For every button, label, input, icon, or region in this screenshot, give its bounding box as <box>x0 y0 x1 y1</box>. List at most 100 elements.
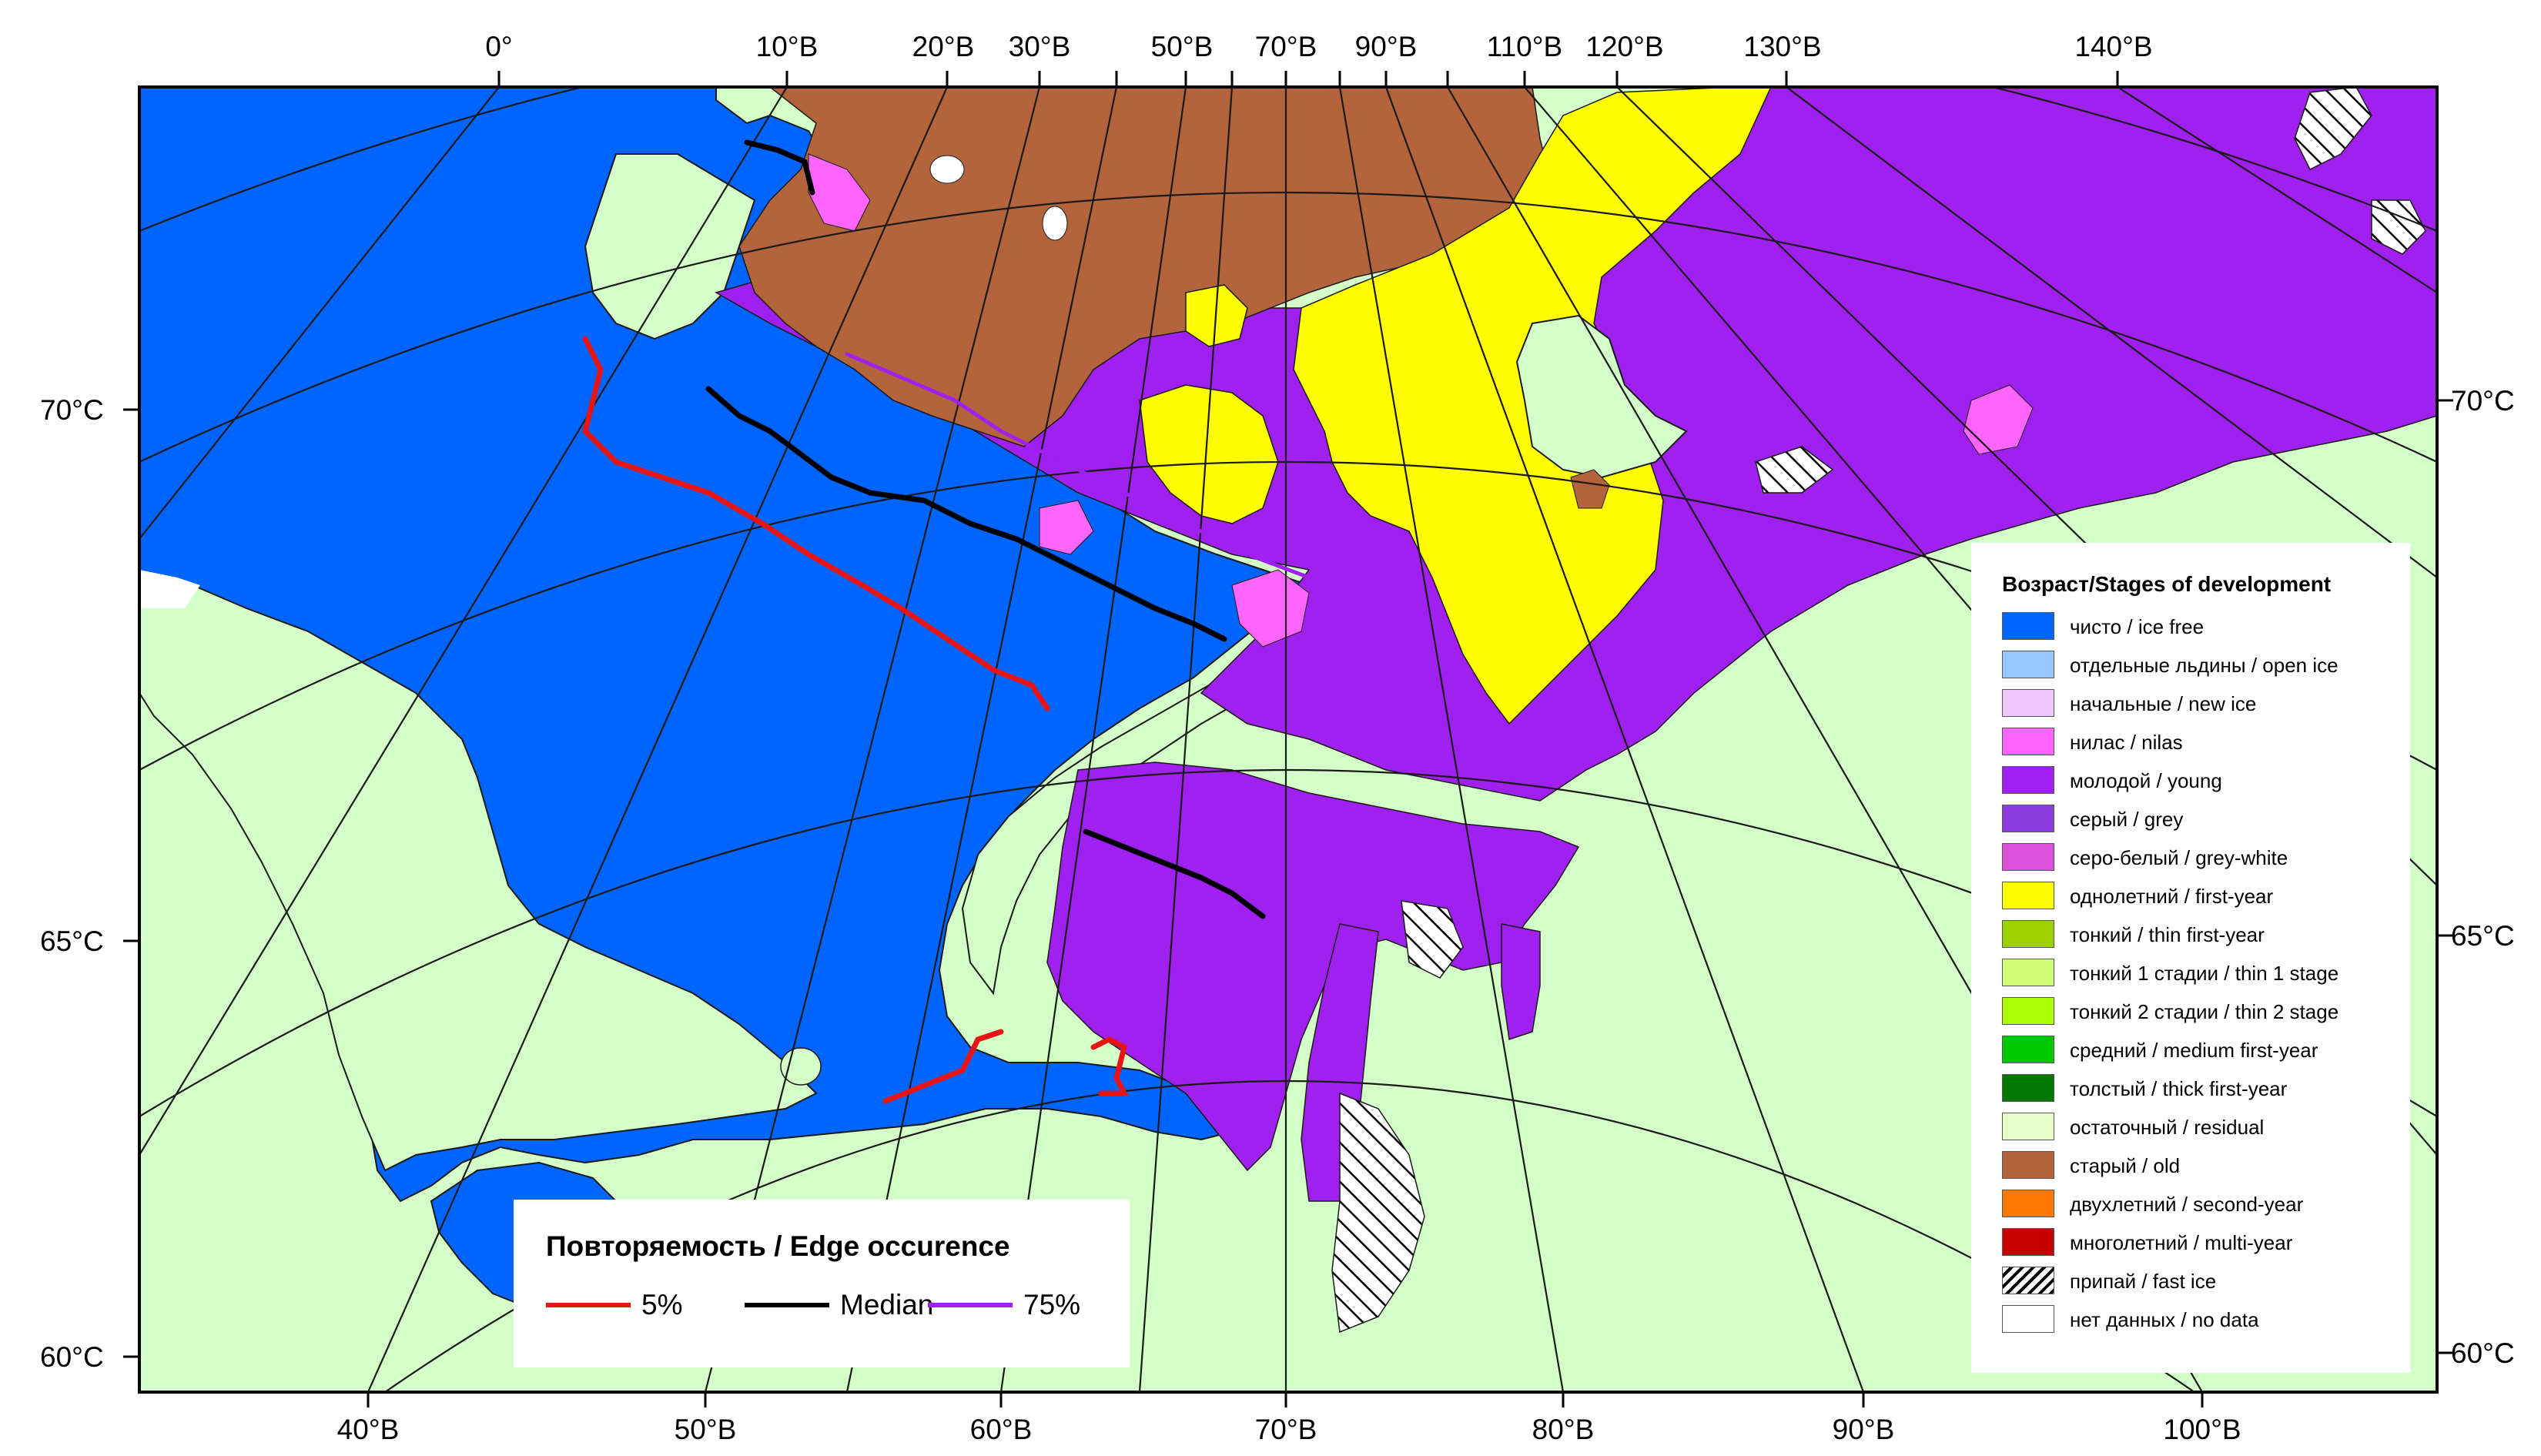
legend-swatch <box>2002 1036 2054 1063</box>
no-data-spot-1 <box>929 155 965 184</box>
legend-label: начальные / new ice <box>2070 692 2257 715</box>
legend-swatch <box>2002 1074 2054 1102</box>
top-lon-label: 70°В <box>1254 31 1317 62</box>
legend-swatch <box>2002 1305 2054 1333</box>
bottom-lon-label: 70°В <box>1254 1414 1317 1445</box>
top-lon-label: 110°В <box>1486 31 1563 62</box>
legend-label: многолетний / multi-year <box>2070 1231 2293 1254</box>
fast-ice-1 <box>1331 1092 1425 1334</box>
legend-swatch <box>2002 997 2054 1025</box>
legend-item: толстый / thick first-year <box>2002 1073 2402 1103</box>
legend-swatch <box>2002 959 2054 986</box>
legend-label: тонкий 2 стадии / thin 2 stage <box>2070 1000 2339 1023</box>
legend-swatch <box>2002 1151 2054 1179</box>
legend-swatch <box>2002 843 2054 871</box>
legend-item: начальные / new ice <box>2002 688 2402 718</box>
legend-item: однолетний / first-year <box>2002 880 2402 911</box>
right-lat-label: 70°С <box>2451 385 2515 417</box>
bottom-lon-label: 90°В <box>1832 1414 1895 1445</box>
legend-item: тонкий 1 стадии / thin 1 stage <box>2002 957 2402 988</box>
left-lat-label: 70°С <box>40 394 104 426</box>
edge-item-label: Median <box>840 1289 934 1320</box>
legend-swatch <box>2002 1113 2054 1140</box>
fast-ice-2 <box>2294 87 2372 171</box>
legend-label: нилас / nilas <box>2070 731 2183 754</box>
legend-item: нилас / nilas <box>2002 726 2402 757</box>
edge-item-label: 75% <box>1023 1289 1081 1320</box>
top-lon-label: 10°В <box>755 31 819 62</box>
legend-swatch <box>2002 689 2054 717</box>
legend-label: тонкий / thin first-year <box>2070 923 2265 946</box>
first-year-ice-west <box>1139 384 1279 524</box>
legend-item: средний / medium first-year <box>2002 1034 2402 1065</box>
legend-swatch <box>2002 651 2054 678</box>
left-lat-label: 60°С <box>40 1341 104 1373</box>
legend-label: отдельные льдины / open ice <box>2070 654 2338 677</box>
legend-swatch <box>2002 612 2054 640</box>
edge-median-lines <box>705 139 1266 919</box>
edge-item-label: 5% <box>641 1289 683 1320</box>
legend-item: припай / fast ice <box>2002 1265 2402 1296</box>
edge-line-swatch <box>928 1303 1013 1307</box>
edge-line-swatch <box>546 1303 631 1307</box>
legend-label: остаточный / residual <box>2070 1116 2265 1139</box>
legend-swatch <box>2002 1228 2054 1256</box>
axis-ticks <box>123 71 2453 1407</box>
top-lon-label: 30°В <box>1008 31 1071 62</box>
top-lon-label: 50°В <box>1150 31 1214 62</box>
map-border <box>138 85 2439 1394</box>
legend-item: тонкий 2 стадии / thin 2 stage <box>2002 996 2402 1026</box>
top-lon-label: 120°В <box>1585 31 1664 62</box>
legend-label: серо-белый / grey-white <box>2070 846 2288 869</box>
edge-5pct-lines <box>582 336 1129 1104</box>
edge-legend-title: Повторяемость / Edge occurence <box>546 1230 1010 1262</box>
top-lon-label: 20°В <box>912 31 975 62</box>
fast-ice-5 <box>2371 199 2426 255</box>
edge-legend: Повторяемость / Edge occurence 5% Median… <box>514 1200 1130 1367</box>
top-lon-label: 130°В <box>1743 31 1822 62</box>
legend-label: тонкий 1 стадии / thin 1 stage <box>2070 962 2339 985</box>
right-lat-label: 65°С <box>2451 920 2515 952</box>
legend-label: серый / grey <box>2070 808 2184 831</box>
scandinavia-land <box>139 584 818 1172</box>
svalbard <box>584 153 756 340</box>
left-lat-label: 65°С <box>40 925 104 957</box>
legend-item: молодой / young <box>2002 765 2402 795</box>
island-spot <box>780 1047 822 1086</box>
legend-label: средний / medium first-year <box>2070 1039 2318 1062</box>
top-lon-label: 140°В <box>2074 31 2153 62</box>
legend-item: серый / grey <box>2002 803 2402 834</box>
top-lon-label: 0° <box>485 31 513 62</box>
legend-label: припай / fast ice <box>2070 1270 2217 1293</box>
legend-swatch <box>2002 1267 2054 1294</box>
legend-label: старый / old <box>2070 1154 2181 1177</box>
legend-label: однолетний / first-year <box>2070 885 2274 908</box>
legend-item: тонкий / thin first-year <box>2002 919 2402 949</box>
legend-label: нет данных / no data <box>2070 1308 2259 1331</box>
taymyr-land <box>1515 314 1688 479</box>
legend-swatch <box>2002 1190 2054 1217</box>
bottom-lon-label: 80°В <box>1532 1414 1595 1445</box>
nilas-patch-3 <box>1231 569 1310 648</box>
legend-item: остаточный / residual <box>2002 1111 2402 1142</box>
young-ice-river-2 <box>1501 923 1541 1040</box>
legend-item: многолетний / multi-year <box>2002 1227 2402 1257</box>
right-lat-label: 60°С <box>2451 1337 2515 1369</box>
fast-ice-4 <box>1401 900 1464 979</box>
legend-item: двухлетний / second-year <box>2002 1188 2402 1219</box>
legend-swatch <box>2002 766 2054 794</box>
legend-item: чисто / ice free <box>2002 611 2402 641</box>
legend-swatch <box>2002 728 2054 755</box>
legend-label: двухлетний / second-year <box>2070 1193 2304 1216</box>
nilas-patch-1 <box>1963 384 2034 455</box>
legend-label: чисто / ice free <box>2070 615 2205 638</box>
edge-75pct-lines <box>845 352 1311 580</box>
no-data-spot-2 <box>1042 206 1068 241</box>
legend-item: серо-белый / grey-white <box>2002 842 2402 872</box>
legend-swatch <box>2002 805 2054 832</box>
bottom-lon-label: 100°В <box>2163 1414 2241 1445</box>
nilas-patch-4 <box>1039 500 1094 555</box>
fast-ice-3 <box>1755 446 1834 494</box>
edge-line-swatch <box>745 1303 829 1307</box>
